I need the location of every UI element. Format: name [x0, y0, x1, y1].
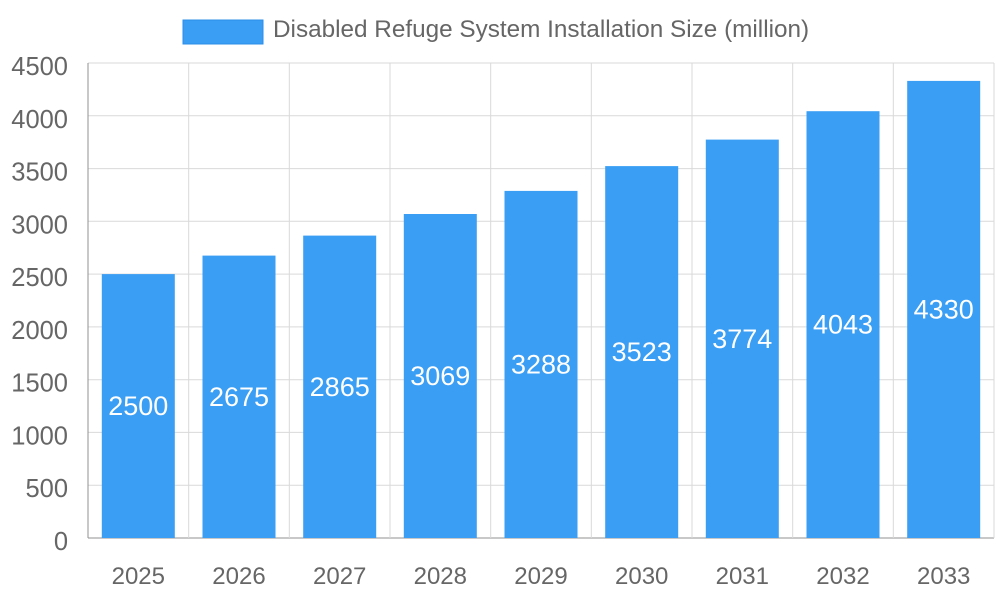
svg-text:2031: 2031 [716, 563, 769, 590]
svg-text:2025: 2025 [112, 563, 165, 590]
svg-text:2000: 2000 [11, 317, 68, 345]
svg-text:3069: 3069 [410, 361, 470, 391]
svg-text:2032: 2032 [816, 563, 869, 590]
svg-text:2028: 2028 [414, 563, 467, 590]
svg-text:2029: 2029 [514, 563, 567, 590]
svg-text:3774: 3774 [712, 324, 772, 354]
svg-text:4000: 4000 [11, 106, 68, 134]
svg-text:4500: 4500 [11, 53, 68, 81]
svg-text:2033: 2033 [917, 563, 970, 590]
svg-text:2030: 2030 [615, 563, 668, 590]
svg-text:2500: 2500 [11, 264, 68, 292]
svg-text:1000: 1000 [11, 422, 68, 450]
svg-text:2500: 2500 [108, 391, 168, 421]
svg-text:2865: 2865 [310, 372, 370, 402]
svg-text:1500: 1500 [11, 370, 68, 398]
svg-text:3523: 3523 [612, 337, 672, 367]
svg-text:2027: 2027 [313, 563, 366, 590]
svg-text:4043: 4043 [813, 310, 873, 340]
svg-text:4330: 4330 [914, 295, 974, 325]
svg-text:3000: 3000 [11, 211, 68, 239]
svg-text:3288: 3288 [511, 350, 571, 380]
svg-text:0: 0 [54, 528, 68, 556]
svg-text:2026: 2026 [212, 563, 265, 590]
svg-text:500: 500 [25, 475, 68, 503]
svg-text:3500: 3500 [11, 159, 68, 187]
svg-text:Disabled Refuge System Install: Disabled Refuge System Installation Size… [273, 16, 809, 43]
svg-text:2675: 2675 [209, 382, 269, 412]
